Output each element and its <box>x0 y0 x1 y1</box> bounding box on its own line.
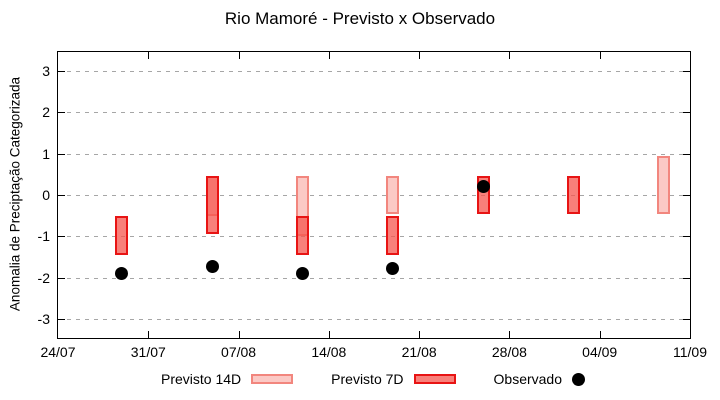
y-tick-label: 1 <box>42 145 50 162</box>
gridline <box>58 153 690 155</box>
gridline <box>58 277 690 279</box>
previsto-7d-bar <box>566 176 580 214</box>
y-tick-label: 2 <box>42 104 50 121</box>
x-tick-label: 28/08 <box>491 344 527 360</box>
observado-point <box>205 260 219 274</box>
y-tick-mark <box>58 318 65 320</box>
legend: Previsto 14D Previsto 7D Observado <box>57 371 689 387</box>
x-tick-mark <box>238 331 240 338</box>
legend-label: Previsto 7D <box>331 371 404 387</box>
y-tick-label: 3 <box>42 63 50 79</box>
y-tick-mark <box>58 277 65 279</box>
x-tick-mark <box>148 52 150 59</box>
gridline <box>58 112 690 114</box>
x-tick-mark <box>238 52 240 59</box>
previsto-14d-swatch-icon <box>251 374 294 384</box>
y-tick-mark <box>58 112 65 114</box>
x-tick-mark <box>419 52 421 59</box>
legend-item-previsto-7d: Previsto 7D <box>331 371 456 387</box>
previsto-14d-bar <box>657 155 671 214</box>
x-tick-label: 11/09 <box>673 344 707 360</box>
x-tick-mark <box>509 331 511 338</box>
previsto-7d-bar <box>205 176 219 235</box>
x-tick-mark <box>509 52 511 59</box>
observado-point <box>386 262 400 276</box>
y-tick-mark <box>683 277 690 279</box>
y-tick-mark <box>58 195 65 196</box>
observado-dot-icon <box>572 372 585 386</box>
y-tick-mark <box>58 153 65 155</box>
x-tick-label: 31/07 <box>130 344 166 360</box>
observado-point <box>476 179 490 193</box>
observado-point <box>115 266 129 280</box>
y-tick-mark <box>683 153 690 155</box>
y-tick-label: -2 <box>37 269 50 286</box>
y-tick-mark <box>58 71 65 72</box>
x-tick-mark <box>328 331 330 338</box>
gridline <box>58 71 690 72</box>
legend-item-observado: Observado <box>494 371 585 387</box>
y-tick-mark <box>683 71 690 72</box>
y-tick-mark <box>683 318 690 320</box>
y-tick-label: 0 <box>42 187 50 203</box>
gridline <box>58 195 690 196</box>
y-tick-mark <box>58 236 65 238</box>
plot-area: -3 -2 -1 0 1 2 3 24/07 31/07 07/08 14/08 21/08 28/08… <box>38 51 707 360</box>
y-tick-mark <box>683 195 690 196</box>
previsto-14d-bar <box>386 176 400 214</box>
legend-label: Observado <box>493 371 562 387</box>
x-tick-label: 14/08 <box>311 344 347 360</box>
x-tick-mark <box>599 331 601 338</box>
x-tick-mark <box>599 52 601 59</box>
observado-point <box>296 266 310 280</box>
gridline <box>58 236 690 238</box>
legend-item-previsto-14d: Previsto 14D <box>161 371 294 387</box>
y-tick-label: -1 <box>37 228 50 245</box>
y-tick-mark <box>683 236 690 238</box>
x-tick-mark <box>419 331 421 338</box>
legend-label: Previsto 14D <box>161 371 242 387</box>
x-tick-label: 24/07 <box>40 344 76 360</box>
chart-title: Rio Mamoré - Previsto x Observado <box>224 9 496 28</box>
previsto-7d-bar <box>386 215 400 255</box>
x-tick-mark <box>148 331 150 338</box>
x-tick-label: 04/09 <box>582 344 618 360</box>
y-tick-mark <box>683 112 690 114</box>
previsto-7d-bar <box>296 215 310 255</box>
x-tick-label: 07/08 <box>221 344 257 360</box>
previsto-7d-swatch-icon <box>413 374 456 384</box>
previsto-7d-bar <box>115 215 129 255</box>
x-tick-label: 21/08 <box>401 344 437 360</box>
x-tick-mark <box>328 52 330 59</box>
gridline <box>58 318 690 320</box>
y-tick-label: -3 <box>37 310 50 327</box>
